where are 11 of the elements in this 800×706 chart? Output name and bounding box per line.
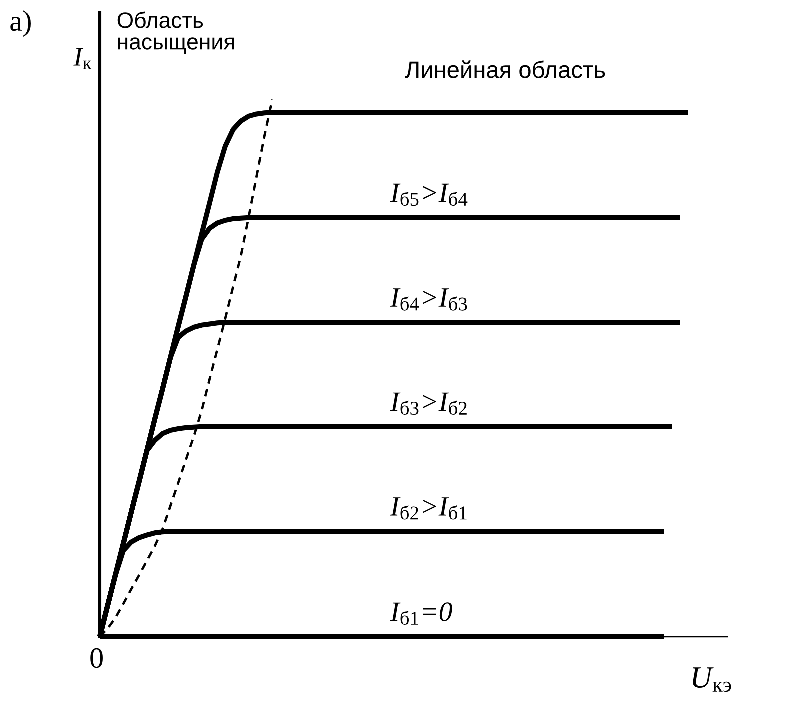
series-label: I$_{б4}$>I$_{б3}$: [390, 288, 468, 311]
x-axis-title: U$_{кэ}$: [692, 668, 732, 692]
text: Линейная область: [405, 60, 606, 78]
y-axis-title: I$_{к}$: [74, 48, 92, 70]
series-label: I$_{б5}$>I$_{б4}$: [390, 184, 468, 206]
text: а): [10, 10, 31, 38]
series-label: I$_{б3}$>I$_{б2}$: [390, 392, 467, 416]
series-label: I$_{б2}$>I$_{б1}$: [390, 498, 467, 520]
text: Область насыщения: [118, 12, 234, 54]
series-label: I$_{б1}$=0: [390, 602, 452, 626]
text: 0: [90, 648, 103, 668]
